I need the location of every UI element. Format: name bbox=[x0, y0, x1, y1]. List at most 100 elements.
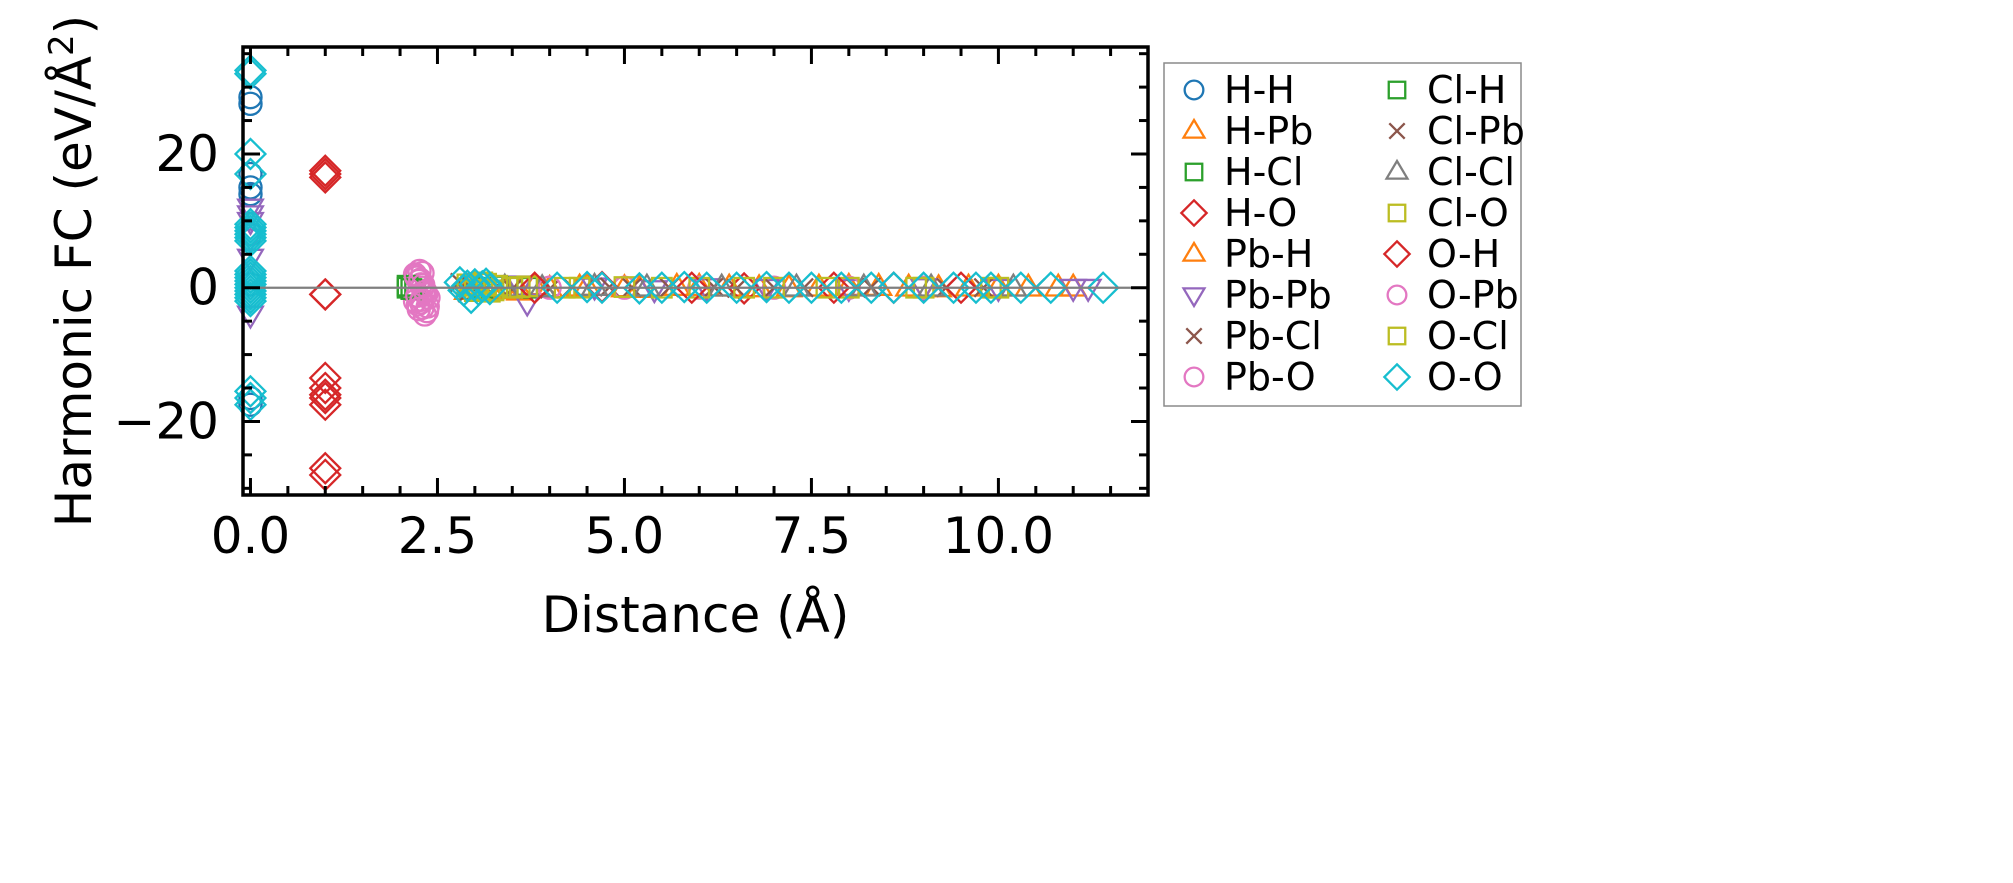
x-axis-title: Distance (Å) bbox=[542, 586, 850, 644]
legend-marker bbox=[1184, 162, 1204, 182]
plot-frame bbox=[241, 45, 1150, 497]
legend-marker bbox=[1181, 117, 1207, 139]
legend-item: Cl-O bbox=[1387, 191, 1509, 235]
legend-box bbox=[1163, 62, 1522, 407]
data-point bbox=[540, 271, 574, 305]
data-point bbox=[233, 388, 268, 422]
legend-label: O-O bbox=[1427, 355, 1503, 399]
data-point bbox=[772, 271, 806, 305]
data-point bbox=[639, 280, 669, 305]
data-point bbox=[944, 271, 978, 305]
data-point bbox=[233, 137, 268, 171]
legend-label: O-Pb bbox=[1427, 273, 1519, 317]
data-point bbox=[622, 271, 656, 305]
legend-marker bbox=[1382, 239, 1412, 269]
data-point bbox=[1086, 271, 1120, 305]
legend-item: O-Pb bbox=[1386, 273, 1519, 317]
data-point bbox=[308, 361, 342, 395]
data-point bbox=[473, 272, 507, 306]
data-point bbox=[238, 181, 263, 207]
data-point bbox=[233, 277, 268, 311]
data-point bbox=[308, 277, 342, 311]
data-point bbox=[308, 157, 342, 191]
data-point bbox=[824, 271, 858, 305]
data-point bbox=[909, 278, 938, 303]
data-point bbox=[959, 271, 993, 305]
data-point bbox=[308, 160, 342, 194]
x-tick-label: 5.0 bbox=[585, 507, 665, 565]
data-point bbox=[308, 451, 342, 485]
data-point bbox=[238, 175, 263, 200]
y-tick-label: −20 bbox=[113, 392, 219, 450]
data-point bbox=[233, 217, 268, 251]
x-tick-label: 7.5 bbox=[772, 507, 852, 565]
legend-label: H-O bbox=[1224, 191, 1297, 235]
legend-label: O-H bbox=[1427, 232, 1500, 276]
legend-marker bbox=[1387, 80, 1407, 100]
data-point bbox=[233, 261, 268, 295]
data-point bbox=[233, 157, 268, 191]
y-axis-title-close: ) bbox=[45, 15, 103, 35]
legend-label: Pb-Cl bbox=[1224, 314, 1322, 358]
data-point bbox=[854, 271, 888, 305]
legend-item: O-Cl bbox=[1387, 314, 1509, 358]
y-axis-title-main: Harmonic FC (eV/Å bbox=[45, 56, 103, 527]
data-point bbox=[667, 270, 701, 304]
data-point bbox=[1034, 271, 1068, 305]
x-tick-label: 0.0 bbox=[211, 507, 291, 565]
data-point bbox=[233, 53, 268, 87]
data-point bbox=[308, 154, 342, 188]
data-point bbox=[238, 161, 263, 187]
legend-item: Pb-O bbox=[1183, 355, 1316, 399]
data-point bbox=[817, 271, 851, 305]
data-point bbox=[238, 91, 263, 117]
data-point bbox=[974, 271, 1008, 305]
legend-marker bbox=[1388, 122, 1406, 140]
data-point bbox=[233, 214, 268, 248]
data-point bbox=[450, 269, 484, 303]
data-point bbox=[585, 271, 619, 305]
legend-marker bbox=[1387, 326, 1407, 346]
legend-item: Cl-H bbox=[1387, 68, 1506, 112]
data-point bbox=[1058, 278, 1088, 303]
data-point bbox=[570, 270, 604, 304]
series-h-o bbox=[308, 154, 342, 492]
legend-item: Cl-Pb bbox=[1388, 109, 1525, 153]
legend-item: O-O bbox=[1382, 355, 1503, 399]
legend-item: O-H bbox=[1382, 232, 1500, 276]
legend-item: H-O bbox=[1179, 191, 1297, 235]
legend-item: H-H bbox=[1183, 68, 1295, 112]
legend-marker bbox=[1387, 203, 1407, 223]
legend-marker bbox=[1384, 158, 1410, 180]
data-point bbox=[233, 207, 268, 241]
data-point bbox=[233, 257, 268, 291]
data-point bbox=[308, 381, 342, 415]
data-point bbox=[233, 374, 268, 408]
data-point bbox=[877, 271, 911, 305]
legend-item: Pb-Cl bbox=[1185, 314, 1322, 358]
data-point bbox=[518, 271, 552, 305]
data-point bbox=[720, 271, 754, 305]
data-point bbox=[408, 290, 434, 315]
data-point bbox=[1073, 278, 1103, 303]
data-point bbox=[233, 281, 268, 315]
legend-marker bbox=[1181, 287, 1207, 309]
data-point bbox=[238, 392, 263, 417]
legend-marker bbox=[1179, 198, 1209, 228]
data-point bbox=[410, 260, 435, 286]
x-tick-label: 2.5 bbox=[398, 507, 478, 565]
legend-marker bbox=[1183, 79, 1205, 101]
data-point bbox=[233, 264, 268, 298]
series-o-o bbox=[233, 53, 1120, 422]
data-point bbox=[308, 378, 342, 412]
legend-item: H-Pb bbox=[1181, 109, 1313, 153]
data-point bbox=[233, 284, 268, 318]
data-point bbox=[443, 265, 477, 299]
data-point bbox=[233, 381, 268, 415]
legend-label: Pb-O bbox=[1224, 355, 1316, 399]
data-point bbox=[233, 271, 268, 305]
legend-item: Pb-Pb bbox=[1181, 273, 1332, 317]
legend-label: H-Cl bbox=[1224, 150, 1303, 194]
